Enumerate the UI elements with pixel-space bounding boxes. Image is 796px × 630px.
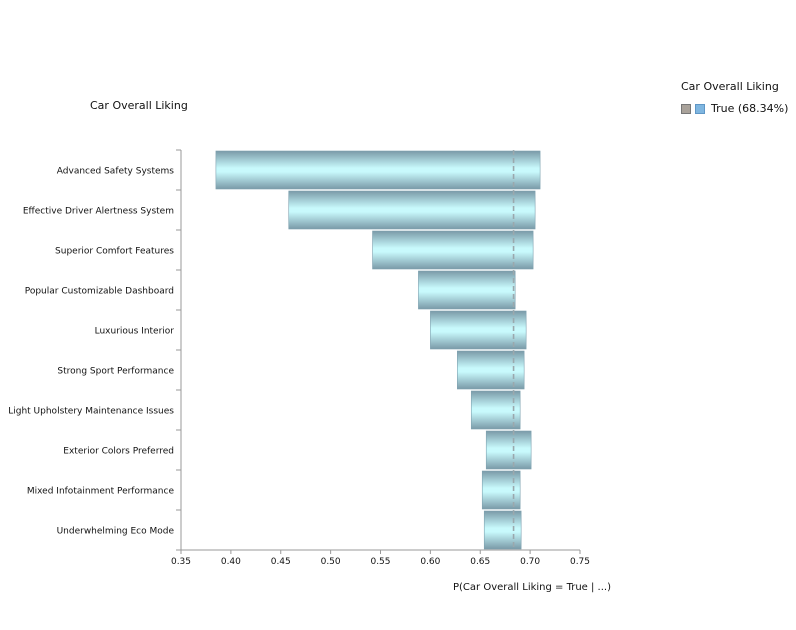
- bar: [470, 390, 521, 430]
- legend-swatch-gray: [681, 103, 691, 114]
- legend-entry[interactable]: True (68.34%): [681, 102, 788, 115]
- category-label: Underwhelming Eco Mode: [57, 527, 175, 537]
- bar: [483, 510, 522, 550]
- category-label: Strong Sport Performance: [57, 367, 174, 377]
- category-label: Luxurious Interior: [95, 327, 175, 337]
- x-tick-label: 0.75: [570, 557, 590, 567]
- bar: [481, 470, 521, 510]
- x-tick-label: 0.45: [271, 557, 291, 567]
- x-tick-label: 0.70: [520, 557, 540, 567]
- bar: [418, 270, 516, 310]
- bar: [288, 190, 536, 230]
- legend: Car Overall Liking True (68.34%): [681, 80, 788, 115]
- category-label: Exterior Colors Preferred: [63, 447, 174, 457]
- x-tick-label: 0.50: [321, 557, 341, 567]
- x-tick-label: 0.55: [370, 557, 390, 567]
- bar: [215, 150, 541, 190]
- x-tick-label: 0.40: [221, 557, 241, 567]
- category-label: Mixed Infotainment Performance: [27, 487, 175, 497]
- x-axis-label: P(Car Overall Liking = True | ...): [453, 582, 611, 593]
- chart-title: Car Overall Liking: [90, 99, 188, 112]
- legend-entry-label: True (68.34%): [711, 102, 789, 115]
- legend-title: Car Overall Liking: [681, 80, 779, 93]
- x-tick-label: 0.60: [420, 557, 440, 567]
- category-label: Effective Driver Alertness System: [23, 207, 174, 217]
- category-label: Superior Comfort Features: [55, 247, 174, 257]
- x-tick-label: 0.65: [470, 557, 490, 567]
- bar: [485, 430, 532, 470]
- category-label: Light Upholstery Maintenance Issues: [8, 407, 174, 417]
- category-label: Popular Customizable Dashboard: [25, 287, 174, 297]
- x-tick-label: 0.35: [171, 557, 191, 567]
- category-label: Advanced Safety Systems: [57, 167, 175, 177]
- bar: [372, 230, 534, 270]
- legend-swatch-true: [695, 103, 705, 114]
- bar: [430, 310, 527, 350]
